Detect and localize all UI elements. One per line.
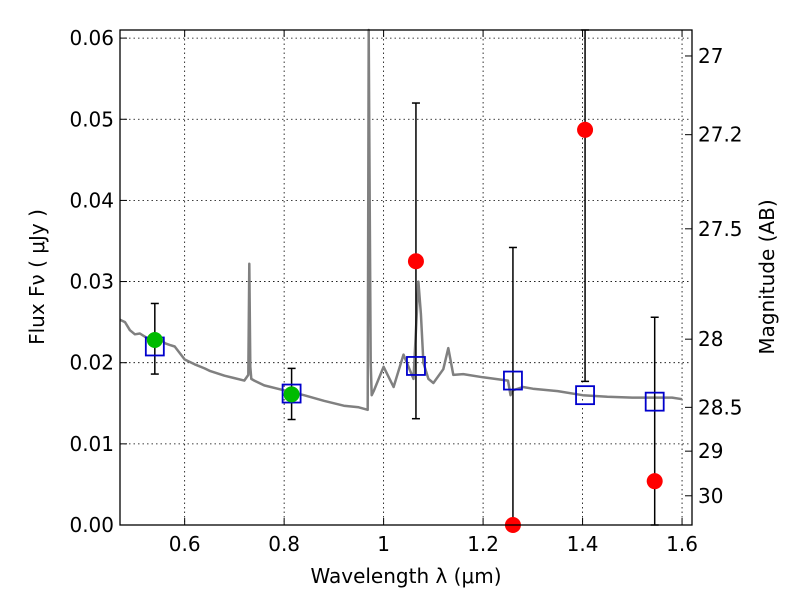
x-tick-label: 1.6 <box>666 532 698 556</box>
y-tick-label: 0.01 <box>69 432 114 456</box>
right-axis-label: Magnitude (AB) <box>755 199 779 354</box>
model-square-point <box>281 383 302 404</box>
right-tick-label: 28 <box>698 327 723 351</box>
observed-point <box>646 473 663 490</box>
model-square-point <box>406 356 426 376</box>
y-tick-label: 0.00 <box>69 513 114 537</box>
model-square-point <box>503 370 523 391</box>
plot-frame <box>119 29 693 526</box>
observed-point <box>407 253 424 270</box>
x-tick-label: 0.6 <box>169 532 201 556</box>
x-tick-label: 0.8 <box>268 532 300 556</box>
sed-line <box>119 28 683 412</box>
right-tick-label: 27.5 <box>698 217 743 241</box>
y-tick-label: 0.02 <box>69 351 114 375</box>
right-tick-label: 27 <box>698 44 723 68</box>
right-tick-label: 29 <box>698 439 723 463</box>
ticks: 0.6 0.8 1 1.2 1.4 1.6 0.00 0.01 0.02 0.03 0.04 0.05… <box>69 26 742 556</box>
y-tick-label: 0.06 <box>69 26 114 50</box>
observed-point <box>283 386 300 403</box>
x-tick-label: 1 <box>377 532 390 556</box>
model-square-point <box>575 385 595 406</box>
y-tick-label: 0.04 <box>69 188 114 212</box>
x-tick-label: 1.2 <box>467 532 499 556</box>
right-tick-label: 28.5 <box>698 395 743 419</box>
y-axis-label: Flux Fν ( μJy ) <box>25 209 49 345</box>
x-tick-label: 1.4 <box>567 532 599 556</box>
model-square-point <box>644 391 665 412</box>
y-tick-label: 0.03 <box>69 270 114 294</box>
observed-point <box>577 121 594 138</box>
right-tick-label: 30 <box>698 484 723 508</box>
x-axis-label: Wavelength λ (μm) <box>310 564 501 588</box>
y-tick-label: 0.05 <box>69 107 114 131</box>
observed-point <box>146 331 163 348</box>
right-tick-label: 27.2 <box>698 123 743 147</box>
grid <box>120 30 692 526</box>
